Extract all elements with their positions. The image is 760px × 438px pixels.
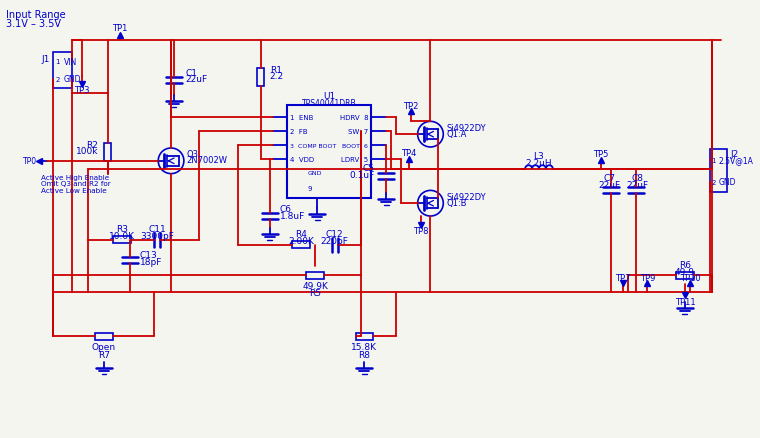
Text: Si4922DY: Si4922DY <box>446 124 486 132</box>
Text: TPS40041DRB: TPS40041DRB <box>302 99 356 108</box>
Text: 0.1uF: 0.1uF <box>349 171 374 180</box>
Text: 220pF: 220pF <box>321 237 349 246</box>
Text: C12: C12 <box>326 230 344 239</box>
Text: Q1:B: Q1:B <box>446 198 467 207</box>
Text: LDRV  5: LDRV 5 <box>341 156 369 162</box>
Text: J1: J1 <box>41 55 49 64</box>
Text: TP1: TP1 <box>112 24 128 33</box>
Text: 100k: 100k <box>75 147 98 156</box>
Text: 2.00K: 2.00K <box>288 237 314 246</box>
Text: TP11: TP11 <box>675 298 695 307</box>
Bar <box>112 237 131 244</box>
Text: 49.9K: 49.9K <box>302 281 328 290</box>
Text: 3  COMP BOOT: 3 COMP BOOT <box>290 143 337 148</box>
Text: TP0: TP0 <box>23 157 37 166</box>
Text: 3300pF: 3300pF <box>141 232 174 241</box>
Text: Active High Enable: Active High Enable <box>41 174 109 180</box>
Text: 49.9: 49.9 <box>675 267 695 276</box>
Text: R1: R1 <box>270 65 282 74</box>
Text: BOOT  6: BOOT 6 <box>343 143 369 148</box>
Text: GND: GND <box>307 171 321 176</box>
Text: 2  FB: 2 FB <box>290 129 308 135</box>
Text: SW  7: SW 7 <box>348 129 369 135</box>
Text: 2: 2 <box>711 179 715 185</box>
Text: 18pF: 18pF <box>140 257 162 266</box>
Text: R4: R4 <box>296 230 307 239</box>
Text: R8: R8 <box>359 350 370 359</box>
Text: C6: C6 <box>280 204 292 213</box>
Text: C13: C13 <box>140 251 157 259</box>
Text: L3: L3 <box>534 152 544 161</box>
Text: TP4: TP4 <box>401 149 416 158</box>
Text: Active Low Enable: Active Low Enable <box>41 188 106 194</box>
Text: 2.5V@1A: 2.5V@1A <box>718 156 753 165</box>
Text: Open: Open <box>92 342 116 351</box>
Text: Q1:A: Q1:A <box>446 129 467 138</box>
Text: 1: 1 <box>55 59 59 65</box>
Text: TP3: TP3 <box>74 86 90 95</box>
Text: R6: R6 <box>679 260 691 269</box>
Text: TP9: TP9 <box>640 273 655 282</box>
Text: VIN: VIN <box>64 57 77 67</box>
Text: J2: J2 <box>730 150 739 159</box>
Text: Input Range: Input Range <box>6 10 66 20</box>
Text: 2: 2 <box>55 77 59 83</box>
Text: GND: GND <box>718 177 736 187</box>
Text: C11: C11 <box>148 225 166 234</box>
Text: R2: R2 <box>86 140 98 149</box>
Text: C5: C5 <box>363 164 374 173</box>
Text: Omit Q3 and R2 for: Omit Q3 and R2 for <box>41 181 111 187</box>
Text: TP5: TP5 <box>594 150 609 159</box>
Text: R7: R7 <box>98 350 110 359</box>
Text: 2.2uH: 2.2uH <box>526 159 553 168</box>
Bar <box>306 272 324 279</box>
Bar <box>293 242 310 248</box>
Text: C1: C1 <box>186 68 198 78</box>
Text: 4  VDD: 4 VDD <box>290 156 315 162</box>
Bar <box>356 333 373 340</box>
Text: R3: R3 <box>116 225 128 234</box>
Text: R5: R5 <box>309 289 321 298</box>
Text: 1.8uF: 1.8uF <box>280 211 305 220</box>
Bar <box>52 53 72 88</box>
Text: TP2: TP2 <box>403 102 419 111</box>
Text: Si4922DY: Si4922DY <box>446 192 486 201</box>
Text: 22uF: 22uF <box>626 180 649 190</box>
Text: 22uF: 22uF <box>598 180 620 190</box>
Text: HDRV  8: HDRV 8 <box>340 115 369 121</box>
Bar <box>95 333 112 340</box>
Text: 2N7002W: 2N7002W <box>187 156 228 165</box>
Bar <box>104 144 112 162</box>
Text: 10.0K: 10.0K <box>109 232 135 241</box>
Text: 1  ENB: 1 ENB <box>290 115 314 121</box>
Text: TP10: TP10 <box>679 273 700 282</box>
Bar <box>287 105 372 199</box>
Text: 22uF: 22uF <box>186 75 208 84</box>
Text: C8: C8 <box>632 174 644 183</box>
Text: U1: U1 <box>323 92 335 101</box>
Text: Q3: Q3 <box>187 150 199 159</box>
Text: 9: 9 <box>307 186 312 192</box>
Text: C7: C7 <box>603 174 615 183</box>
Bar <box>710 150 727 193</box>
Text: 2.2: 2.2 <box>270 72 283 81</box>
Text: 1: 1 <box>711 157 715 163</box>
Text: TP8: TP8 <box>413 227 429 236</box>
Text: GND: GND <box>64 75 81 84</box>
Bar <box>258 69 264 87</box>
Bar <box>676 272 694 279</box>
Text: 3.1V – 3.5V: 3.1V – 3.5V <box>6 19 62 29</box>
Text: 15.8K: 15.8K <box>351 342 378 351</box>
Text: TP7: TP7 <box>615 273 631 282</box>
